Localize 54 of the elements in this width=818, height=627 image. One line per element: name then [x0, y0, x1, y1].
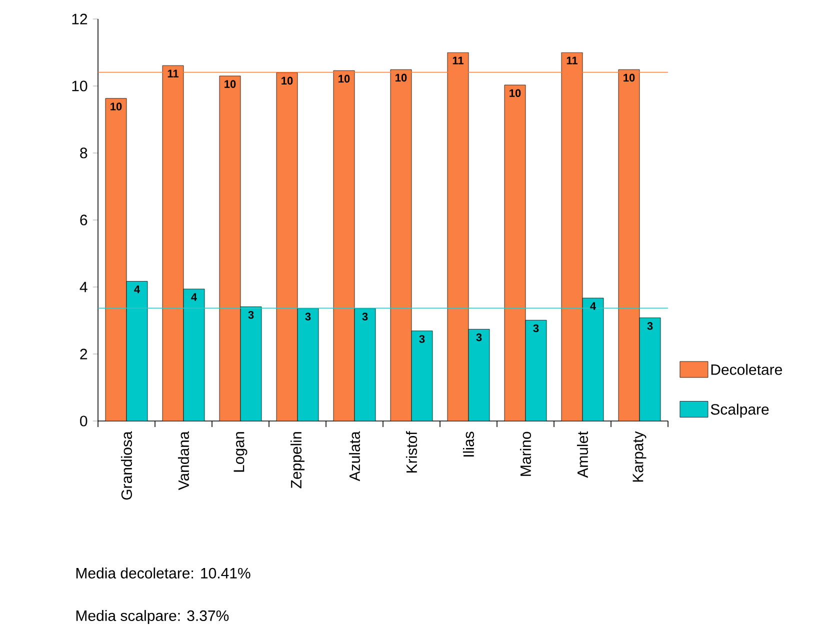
data-label: 11	[566, 56, 578, 64]
x-tick-label: Zeppelin	[290, 432, 304, 488]
x-tick-label: Marino	[520, 432, 532, 476]
x-tick-label: Logan	[234, 432, 248, 472]
bar	[411, 330, 433, 421]
bar	[240, 306, 262, 421]
bar	[183, 288, 205, 421]
bar	[582, 298, 604, 421]
bar	[354, 308, 376, 421]
data-label: 3	[419, 335, 425, 343]
y-tick-label: 12	[72, 14, 88, 24]
text: Media decoletare: 10.41%	[76, 567, 250, 579]
bar	[105, 98, 127, 421]
text: Media scalpare: 3.37%	[76, 610, 229, 624]
bar	[504, 84, 526, 421]
data-label: 3	[362, 312, 368, 320]
x-tick-label: Amulet	[577, 431, 588, 478]
bar	[639, 318, 661, 421]
data-label: 10	[110, 102, 122, 110]
data-label: 3	[476, 333, 482, 342]
bar	[525, 320, 547, 421]
x-tick-label: Ilias	[463, 432, 474, 456]
data-label: 11	[452, 56, 464, 64]
legend-label: Scalpare	[710, 404, 769, 418]
data-label: 3	[248, 310, 254, 319]
bar	[468, 329, 490, 421]
data-label: 10	[396, 74, 407, 82]
y-tick-label: 6	[80, 214, 88, 226]
y-tick-label: 4	[80, 282, 88, 292]
data-label: 11	[168, 70, 179, 78]
legend-label: Decoletare	[711, 364, 782, 375]
y-tick-label: 8	[80, 148, 88, 158]
x-tick-label: Vandana	[178, 431, 190, 490]
y-tick-label: 0	[80, 416, 88, 426]
data-label: 4	[134, 286, 140, 294]
data-label: 4	[191, 293, 197, 301]
x-tick-label: Azulata	[349, 431, 360, 482]
x-tick-label: Karpaty	[632, 431, 646, 482]
data-label: 10	[338, 74, 350, 83]
bar	[297, 308, 319, 421]
x-tick-label: Kristof	[406, 431, 418, 472]
data-label: 3	[305, 312, 311, 320]
data-label: 10	[510, 89, 521, 97]
data-label: 10	[224, 80, 236, 88]
y-tick-label: 2	[80, 348, 88, 360]
bar	[219, 76, 241, 421]
data-label: 4	[590, 302, 596, 310]
x-tick-label: Grandiosa	[120, 431, 132, 500]
y-tick-label: 10	[72, 80, 88, 92]
bar	[126, 281, 148, 421]
data-label: 10	[624, 74, 635, 82]
data-label: 10	[282, 76, 293, 85]
data-label: 3	[533, 324, 539, 332]
data-label: 3	[647, 322, 653, 330]
